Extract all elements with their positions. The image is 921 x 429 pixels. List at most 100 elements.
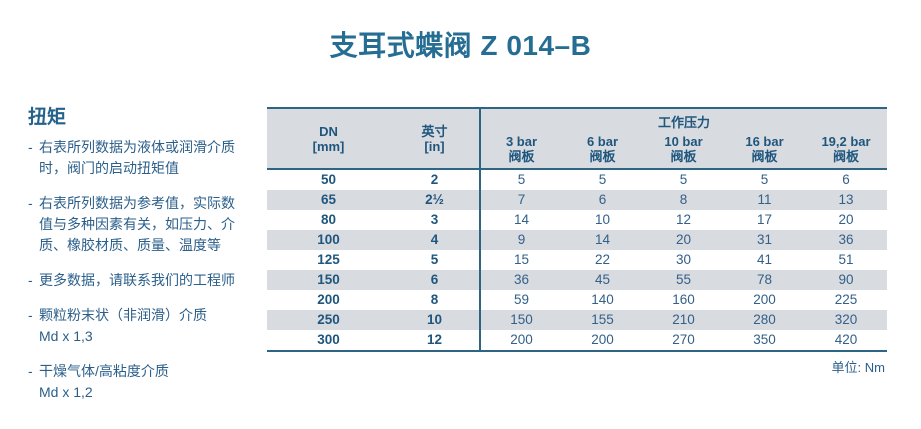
torque-value-cell: 225 (834, 292, 858, 307)
inch-cell: 4 (430, 232, 439, 247)
torque-value-cell: 78 (756, 272, 773, 287)
torque-value-cell: 270 (643, 330, 724, 352)
torque-value-cell: 6 (598, 192, 607, 207)
torque-value-cell: 160 (672, 292, 695, 307)
dn-cell: 125 (317, 252, 340, 267)
torque-value-cell: 14 (479, 210, 562, 230)
table-group-header-row: DN [mm] 英寸 [in] 工作压力 (267, 108, 888, 170)
torque-value-cell: 15 (479, 250, 562, 270)
table-row: 200 8 59 140 160 200 225 (267, 290, 887, 310)
dn-cell: 300 (267, 330, 390, 352)
working-pressure-group-header: 工作压力 (478, 108, 888, 134)
note-dash: - (28, 363, 33, 379)
torque-notes-panel: 扭矩 - 右表所列数据为液体或润滑介质 时，阀门的启动扭矩值 - 右表所列数据为参考值… (28, 102, 272, 417)
torque-value-cell: 36 (838, 232, 854, 247)
torque-value-cell: 420 (805, 330, 888, 352)
col-header-inch-sub: [in] (424, 138, 445, 154)
note-dash: - (28, 139, 33, 155)
torque-value-cell: 13 (838, 192, 854, 207)
torque-value-cell: 51 (838, 252, 854, 267)
dn-cell: 50 (320, 172, 337, 187)
inch-cell: 12 (390, 330, 480, 352)
col-header-pressure: 3 bar 阀板 (479, 134, 562, 170)
table-row: 100 4 9 14 20 31 36 (267, 230, 888, 250)
col-header-pressure: 19,2 bar 阀板 (805, 134, 888, 170)
torque-value-cell: 20 (838, 212, 854, 227)
torque-value-cell: 140 (591, 292, 614, 307)
torque-note: - 右表所列数据为液体或润滑介质 时，阀门的启动扭矩值 (28, 137, 272, 179)
inch-cell: 2 (430, 172, 439, 187)
inch-cell: 2½ (425, 192, 444, 207)
unit-label: 单位: Nm (831, 360, 885, 375)
col-header-inch: 英寸 [in] (390, 108, 480, 170)
torque-note: - 更多数据，请联系我们的工程师 (28, 270, 272, 291)
torque-value-cell: 5 (479, 169, 562, 190)
note-text: 右表所列数据为参考值，实际数 值与多种因素有关，如压力、介 质、橡胶材质、质量、… (39, 195, 235, 253)
torque-value-cell: 11 (757, 192, 772, 207)
torque-value-cell: 10 (594, 212, 611, 227)
col-header-pressure: 10 bar 阀板 (643, 134, 724, 170)
torque-heading: 扭矩 (28, 107, 67, 128)
torque-value-cell: 12 (675, 212, 692, 227)
torque-value-cell: 5 (598, 172, 607, 187)
torque-value-cell: 90 (838, 272, 854, 287)
torque-value-cell: 5 (679, 172, 688, 187)
col-header-inch-label: 英寸 (421, 123, 448, 139)
torque-value-cell: 5 (760, 172, 769, 187)
dn-cell: 150 (317, 272, 340, 287)
torque-note: - 干燥气体/高粘度介质 Md x 1,2 (28, 361, 272, 403)
note-dash: - (28, 307, 33, 323)
table-row: 80 3 14 10 12 17 20 (267, 210, 887, 230)
torque-value-cell: 210 (672, 312, 695, 327)
torque-value-cell: 350 (724, 330, 805, 352)
table-row: 125 5 15 22 30 41 51 (267, 250, 887, 270)
dn-cell: 80 (320, 212, 337, 227)
inch-cell: 10 (426, 312, 443, 327)
col-header-pressure: 6 bar 阀板 (562, 134, 643, 170)
torque-value-cell: 6 (842, 172, 850, 187)
col-header-dn: DN [mm] (267, 108, 390, 170)
torque-value-cell: 320 (834, 312, 858, 327)
note-text: 更多数据，请联系我们的工程师 (39, 272, 235, 288)
table-row: 50 2 5 5 5 5 6 (267, 169, 887, 190)
torque-value-cell: 9 (479, 230, 562, 250)
dn-cell: 250 (317, 312, 340, 327)
inch-cell: 3 (430, 212, 439, 227)
table-row: 65 2½ 7 6 8 11 13 (267, 190, 888, 210)
torque-value-cell: 280 (753, 312, 776, 327)
note-dash: - (28, 195, 33, 211)
torque-value-cell: 55 (675, 272, 692, 287)
table-row: 150 6 36 45 55 78 90 (267, 270, 888, 290)
torque-value-cell: 31 (756, 232, 773, 247)
table-pressure-header-row: 3 bar 阀板 6 bar 阀板 10 bar 阀板 16 bar 阀板 19,2 bar 阀板 (267, 134, 888, 170)
note-text: 右表所列数据为液体或润滑介质 时，阀门的启动扭矩值 (39, 139, 235, 176)
inch-cell: 8 (430, 292, 439, 307)
dn-cell: 100 (317, 232, 340, 247)
page-title: 支耳式蝶阀 Z 014–B (329, 30, 592, 61)
dn-cell: 65 (320, 192, 337, 207)
torque-value-cell: 7 (479, 190, 562, 210)
torque-value-cell: 150 (479, 310, 562, 330)
torque-value-cell: 20 (675, 232, 692, 247)
col-header-pressure: 16 bar 阀板 (724, 134, 805, 170)
col-header-dn-label: DN (319, 123, 338, 139)
inch-cell: 6 (430, 272, 439, 287)
torque-table-section: DN [mm] 英寸 [in] 工作压力 3 bar 阀板 6 bar 阀板 10 ba… (267, 107, 888, 376)
torque-notes-list: - 右表所列数据为液体或润滑介质 时，阀门的启动扭矩值 - 右表所列数据为参考值，实际… (28, 137, 272, 403)
table-row: 300 12 200 200 270 350 420 (267, 330, 888, 352)
col-header-dn-sub: [mm] (312, 138, 345, 154)
note-dash: - (28, 272, 33, 288)
torque-value-cell: 8 (679, 192, 688, 207)
note-text: 颗粒粉末状（非润滑）介质 Md x 1,3 (39, 307, 207, 344)
torque-value-cell: 30 (675, 252, 692, 267)
torque-value-cell: 14 (594, 232, 611, 247)
torque-value-cell: 155 (591, 312, 614, 327)
torque-data-table: DN [mm] 英寸 [in] 工作压力 3 bar 阀板 6 bar 阀板 10 ba… (267, 107, 888, 352)
inch-cell: 5 (430, 252, 439, 267)
torque-value-cell: 59 (479, 290, 562, 310)
torque-value-cell: 41 (756, 252, 773, 267)
torque-value-cell: 22 (594, 252, 611, 267)
torque-note: - 右表所列数据为参考值，实际数 值与多种因素有关，如压力、介 质、橡胶材质、质量… (28, 193, 272, 256)
torque-value-cell: 200 (479, 330, 562, 352)
note-text: 干燥气体/高粘度介质 Md x 1,2 (39, 363, 169, 400)
